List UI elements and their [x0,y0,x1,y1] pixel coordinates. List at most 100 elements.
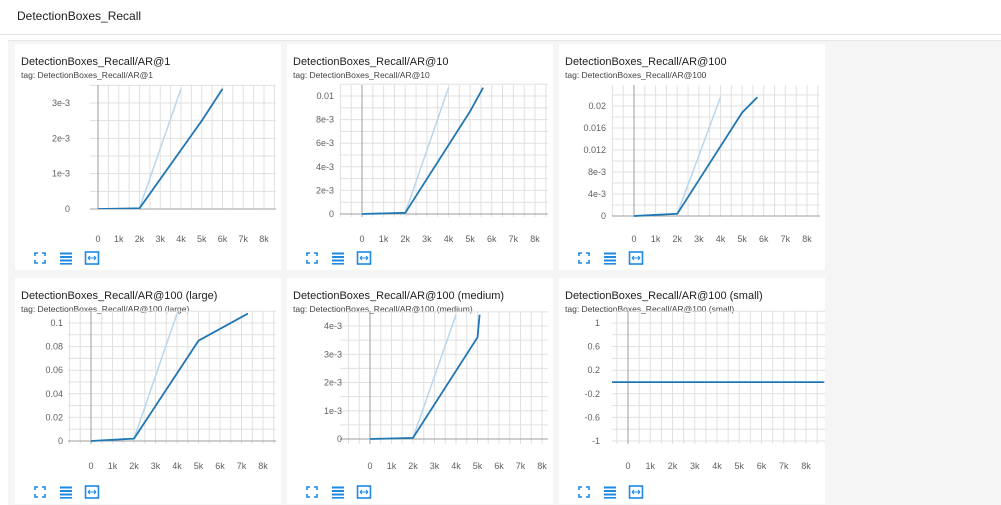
fit-domain-icon[interactable] [356,250,372,266]
chart-tag: tag: DetectionBoxes_Recall/AR@100 [565,70,707,80]
x-tick-label: 6k [215,461,225,471]
y-tick-label: 4e-3 [316,162,334,172]
fit-domain-icon[interactable] [84,250,100,266]
chart-tag: tag: DetectionBoxes_Recall/AR@1 [21,70,153,80]
expand-icon[interactable] [32,484,48,500]
y-tick-label: 1e-3 [324,406,342,416]
x-tick-label: 5k [737,234,747,244]
x-tick-label: 6k [494,461,504,471]
y-tick-label: 0.016 [583,123,606,133]
grid [340,311,548,444]
data-table-icon[interactable] [602,250,618,266]
grid [90,84,276,210]
x-tick-label: 5k [473,461,483,471]
x-tick-label: 3k [694,234,704,244]
chart-tag: tag: DetectionBoxes_Recall/AR@10 [293,70,430,80]
y-tick-label: 8e-3 [588,167,606,177]
series-line-raw [138,88,182,209]
y-tick-label: 0.02 [45,412,63,422]
y-tick-label: 0.02 [588,101,606,111]
y-tick-label: 3e-3 [324,349,342,359]
chart-card: DetectionBoxes_Recall/AR@100 (medium) tag… [287,278,553,504]
panel-header[interactable]: DetectionBoxes_Recall [0,0,1001,35]
chart-title: DetectionBoxes_Recall/AR@100 [565,56,727,68]
x-tick-label: 4k [716,234,726,244]
chart-card: DetectionBoxes_Recall/AR@10 tag: Detectio… [287,44,553,270]
series-line-raw [133,313,178,439]
chart-plot[interactable]: 0 1e-3 2e-3 3e-3 4e-3 0 1k 2k 3k 4k 5k 6k 7k 8k [287,278,553,483]
chart-card: DetectionBoxes_Recall/AR@100 (small) tag:… [559,278,825,504]
x-tick-label: 0 [88,461,93,471]
y-tick-label: 0.06 [45,365,63,375]
x-tick-label: 2k [135,234,145,244]
data-table-icon[interactable] [58,484,74,500]
data-table-icon[interactable] [602,484,618,500]
x-tick-label: 8k [537,461,547,471]
x-tick-label: 4k [712,461,722,471]
expand-icon[interactable] [304,250,320,266]
chart-plot[interactable]: 0 2e-3 4e-3 6e-3 8e-3 0.01 0 1k 2k 3k 4k 5k 6k 7k 8k [287,44,553,249]
x-tick-label: 2k [400,234,410,244]
chart-plot[interactable]: 0 4e-3 8e-3 0.012 0.016 0.02 0 1k 2k 3k 4k 5k 6k 7k 8k [559,44,825,249]
chart-plot[interactable]: -1 -0.6 -0.2 0.2 0.6 1 0 1k 2k 3k 4k 5k 6k 7k 8k [559,278,825,483]
x-tick-label: 8k [258,461,268,471]
series-line [369,314,481,440]
x-tick-label: 2k [668,461,678,471]
y-tick-label: 0 [65,204,70,214]
x-tick-label: 6k [757,461,767,471]
series-line [90,312,249,442]
y-tick-label: 0.01 [316,91,334,101]
y-tick-label: 4e-3 [588,189,606,199]
data-table-icon[interactable] [330,484,346,500]
y-tick-label: 2e-3 [52,133,70,143]
expand-icon[interactable] [32,250,48,266]
y-tick-label: 0.1 [50,318,63,328]
series-line-raw [676,96,722,215]
expand-icon[interactable] [304,484,320,500]
fit-domain-icon[interactable] [628,250,644,266]
series-line [361,87,484,215]
series-line-raw [412,314,457,439]
chart-plot[interactable]: 0 1e-3 2e-3 3e-3 0 1k 2k 3k 4k 5k 6k 7k 8k [15,44,281,249]
data-table-icon[interactable] [58,250,74,266]
x-tick-label: 6k [759,234,769,244]
y-tick-label: 2e-3 [316,185,334,195]
y-tick-label: 1e-3 [52,169,70,179]
chart-plot[interactable]: 0 0.02 0.04 0.06 0.08 0.1 0 1k 2k 3k 4k 5k 6k 7k 8k [15,278,281,483]
x-tick-label: 1k [651,234,661,244]
data-table-icon[interactable] [330,250,346,266]
chart-tag: tag: DetectionBoxes_Recall/AR@100 (small… [565,304,735,314]
chart-title: DetectionBoxes_Recall/AR@100 (large) [21,290,218,302]
chart-card: DetectionBoxes_Recall/AR@1 tag: Detection… [15,44,281,270]
y-tick-label: 0.012 [583,145,606,155]
x-tick-label: 5k [465,234,475,244]
expand-icon[interactable] [576,250,592,266]
x-tick-label: 4k [176,234,186,244]
y-tick-label: -1 [592,436,600,446]
x-tick-label: 5k [734,461,744,471]
fit-domain-icon[interactable] [84,484,100,500]
x-tick-label: 3k [155,234,165,244]
y-tick-label: 0 [601,211,606,221]
x-tick-label: 7k [509,234,519,244]
x-tick-label: 5k [197,234,207,244]
panel-title: DetectionBoxes_Recall [17,9,142,23]
fit-domain-icon[interactable] [356,484,372,500]
x-tick-label: 3k [690,461,700,471]
y-tick-label: 0 [329,209,334,219]
chart-title: DetectionBoxes_Recall/AR@100 (small) [565,290,763,302]
series-line [97,88,224,209]
x-tick-label: 7k [781,234,791,244]
y-tick-label: 0.04 [45,389,63,399]
x-tick-label: 0 [367,461,372,471]
x-tick-label: 1k [645,461,655,471]
grid [68,310,276,444]
x-tick-label: 0 [95,234,100,244]
fit-domain-icon[interactable] [628,484,644,500]
y-tick-label: 2e-3 [324,378,342,388]
chart-tag: tag: DetectionBoxes_Recall/AR@100 (mediu… [293,304,473,314]
x-tick-label: 7k [516,461,526,471]
y-tick-label: 0.2 [587,365,600,375]
expand-icon[interactable] [576,484,592,500]
x-tick-label: 3k [151,461,161,471]
